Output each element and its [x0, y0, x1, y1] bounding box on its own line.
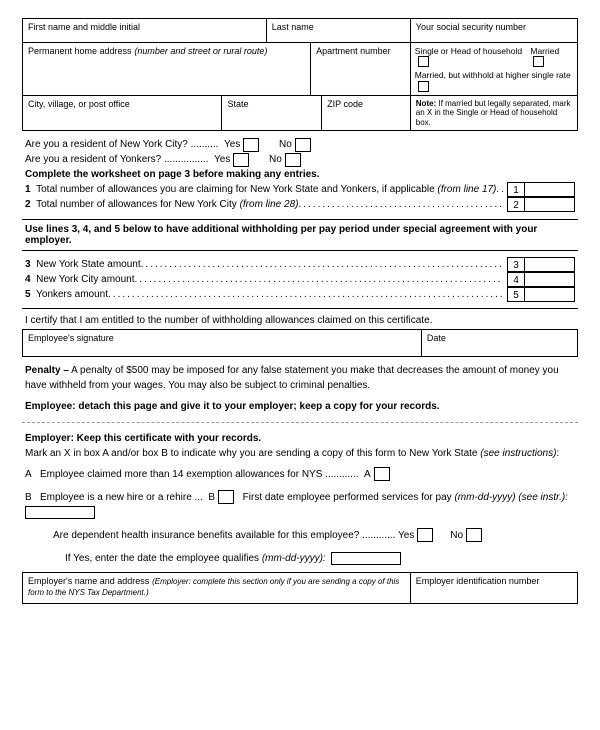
l3-num: 3: [25, 259, 31, 270]
employer-section: Employer: Keep this certificate with you…: [25, 431, 575, 566]
apt-label: Apartment number: [316, 46, 391, 56]
qualify-date-input[interactable]: [331, 552, 401, 565]
city-label: City, village, or post office: [28, 99, 130, 109]
l1-num: 1: [25, 184, 31, 195]
zip-label: ZIP code: [327, 99, 363, 109]
certify-text: I certify that I am entitled to the numb…: [22, 308, 578, 329]
yonkers-no-checkbox[interactable]: [285, 153, 301, 167]
last-name-label: Last name: [272, 22, 314, 32]
dep-no-checkbox[interactable]: [466, 528, 482, 542]
mark-text: Mark an X in box A and/or box B to indic…: [25, 448, 477, 459]
married-label: Married: [530, 46, 559, 56]
ifyes-hint: (mm-dd-yyyy):: [262, 553, 326, 564]
personal-info-block: First name and middle initial Last name …: [22, 18, 578, 131]
first-date-input[interactable]: [25, 506, 95, 519]
l2-value[interactable]: [525, 197, 575, 212]
l3-numbox: 3: [507, 257, 525, 272]
residency-section: Are you a resident of New York City? ...…: [25, 137, 575, 212]
yonkers-resident-q: Are you a resident of Yonkers? .........…: [25, 154, 208, 165]
ifyes-text: If Yes, enter the date the employee qual…: [65, 553, 259, 564]
l2-numbox: 2: [507, 197, 525, 212]
nyc-yes-checkbox[interactable]: [243, 138, 259, 152]
dots: ..........: [496, 182, 503, 197]
nyc-no-checkbox[interactable]: [295, 138, 311, 152]
employer-info-block: Employer's name and address (Employer: c…: [22, 572, 578, 604]
l4-numbox: 4: [507, 272, 525, 287]
l2-num: 2: [25, 199, 31, 210]
l3-text: New York State amount: [36, 259, 141, 270]
l4-value[interactable]: [525, 272, 575, 287]
married-high-checkbox[interactable]: [418, 81, 429, 92]
no-label: No: [279, 139, 292, 150]
box-b-checkbox[interactable]: [218, 490, 234, 504]
l1-value[interactable]: [525, 182, 575, 197]
dots: ........................................…: [141, 257, 503, 272]
state-label: State: [227, 99, 248, 109]
note-text: If married but legally separated, mark a…: [416, 99, 571, 127]
l5-text: Yonkers amount: [36, 289, 108, 300]
nyc-resident-q: Are you a resident of New York City? ...…: [25, 139, 218, 150]
signature-label: Employee's signature: [28, 333, 114, 343]
dots: ........................................…: [135, 272, 503, 287]
ssn-label: Your social security number: [416, 22, 526, 32]
employer-name-label: Employer's name and address: [28, 576, 149, 586]
b-first-hint: (mm-dd-yyyy) (see instr.):: [454, 492, 568, 503]
married-checkbox[interactable]: [533, 56, 544, 67]
note-label: Note:: [416, 99, 436, 108]
dep-no-label: No: [450, 530, 463, 541]
l3-value[interactable]: [525, 257, 575, 272]
dep-yes-label: Yes: [398, 530, 414, 541]
dots: ........................................…: [298, 197, 503, 212]
date-label: Date: [427, 333, 446, 343]
yes-label-2: Yes: [214, 154, 230, 165]
additional-section: 3 New York State amount ................…: [25, 257, 575, 302]
l1-hint: (from line 17): [437, 184, 496, 195]
penalty-text: A penalty of $500 may be imposed for any…: [25, 365, 559, 391]
married-high-label: Married, but withhold at higher single r…: [415, 70, 571, 80]
single-checkbox[interactable]: [418, 56, 429, 67]
l2-text: Total number of allowances for New York …: [36, 199, 237, 210]
dep-q: Are dependent health insurance benefits …: [53, 530, 395, 541]
l4-text: New York City amount: [36, 274, 134, 285]
l1-text: Total number of allowances you are claim…: [36, 184, 435, 195]
address-label: Permanent home address: [28, 46, 132, 56]
a-label: A: [25, 469, 32, 480]
dots: ........................................…: [108, 287, 503, 302]
b-first-text: First date employee performed services f…: [243, 492, 452, 503]
box-a-checkbox[interactable]: [374, 467, 390, 481]
penalty-section: Penalty – A penalty of $500 may be impos…: [25, 363, 575, 393]
b-label: B: [25, 492, 32, 503]
additional-heading: Use lines 3, 4, and 5 below to have addi…: [22, 219, 578, 251]
l1-numbox: 1: [507, 182, 525, 197]
first-name-label: First name and middle initial: [28, 22, 140, 32]
dep-yes-checkbox[interactable]: [417, 528, 433, 542]
no-label-2: No: [269, 154, 282, 165]
detach-text: Employee: detach this page and give it t…: [25, 399, 575, 414]
penalty-label: Penalty –: [25, 365, 69, 376]
l5-num: 5: [25, 289, 31, 300]
signature-block: Employee's signature Date: [22, 329, 578, 357]
l5-value[interactable]: [525, 287, 575, 302]
cut-line: [22, 422, 578, 423]
employer-heading: Employer: Keep this certificate with you…: [25, 431, 575, 446]
b-text: Employee is a new hire or a rehire ...: [40, 492, 203, 503]
worksheet-heading: Complete the worksheet on page 3 before …: [25, 167, 575, 182]
a-text: Employee claimed more than 14 exemption …: [40, 469, 358, 480]
mark-hint: (see instructions): [480, 448, 556, 459]
single-label: Single or Head of household: [415, 46, 522, 56]
l2-hint: (from line 28): [240, 199, 299, 210]
l5-numbox: 5: [507, 287, 525, 302]
ein-label: Employer identification number: [416, 576, 540, 586]
yes-label: Yes: [224, 139, 240, 150]
yonkers-yes-checkbox[interactable]: [233, 153, 249, 167]
address-hint: (number and street or rural route): [134, 46, 267, 56]
l4-num: 4: [25, 274, 31, 285]
